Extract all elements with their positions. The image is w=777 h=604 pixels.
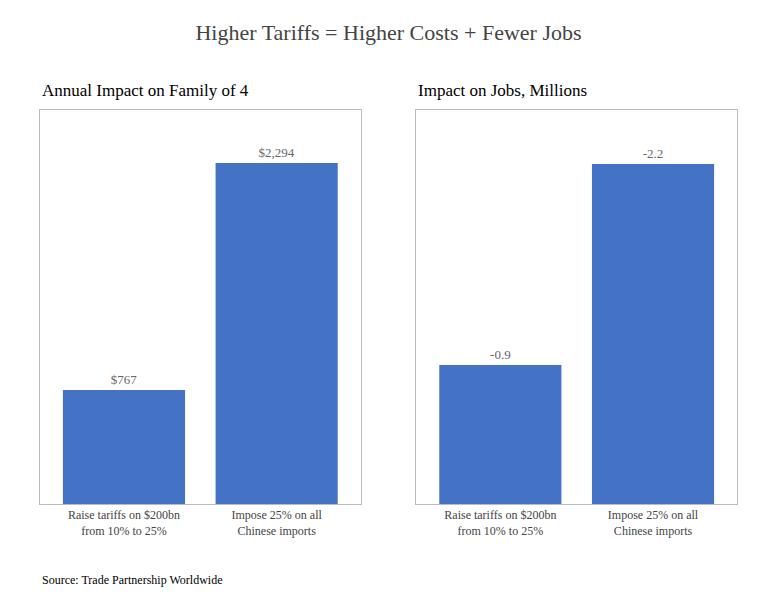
svg-text:Raise tariffs on $200bnfrom 10: Raise tariffs on $200bnfrom 10% to 25%	[68, 508, 180, 538]
svg-text:$767: $767	[111, 372, 138, 387]
svg-text:-0.9: -0.9	[490, 347, 511, 362]
svg-text:Source: Trade Partnership Worl: Source: Trade Partnership Worldwide	[42, 573, 222, 587]
svg-text:Impact on Jobs, Millions: Impact on Jobs, Millions	[418, 81, 587, 100]
svg-text:$2,294: $2,294	[259, 145, 295, 160]
svg-text:Higher Tariffs = Higher Costs: Higher Tariffs = Higher Costs + Fewer Jo…	[195, 20, 581, 45]
svg-text:Impose 25% on allChinese impor: Impose 25% on allChinese imports	[608, 508, 699, 538]
svg-text:-2.2: -2.2	[643, 146, 664, 161]
svg-text:Raise tariffs on $200bnfrom 10: Raise tariffs on $200bnfrom 10% to 25%	[444, 508, 556, 538]
svg-text:Annual Impact on Family of 4: Annual Impact on Family of 4	[42, 81, 249, 100]
svg-text:Impose 25% on allChinese impor: Impose 25% on allChinese imports	[231, 508, 322, 538]
